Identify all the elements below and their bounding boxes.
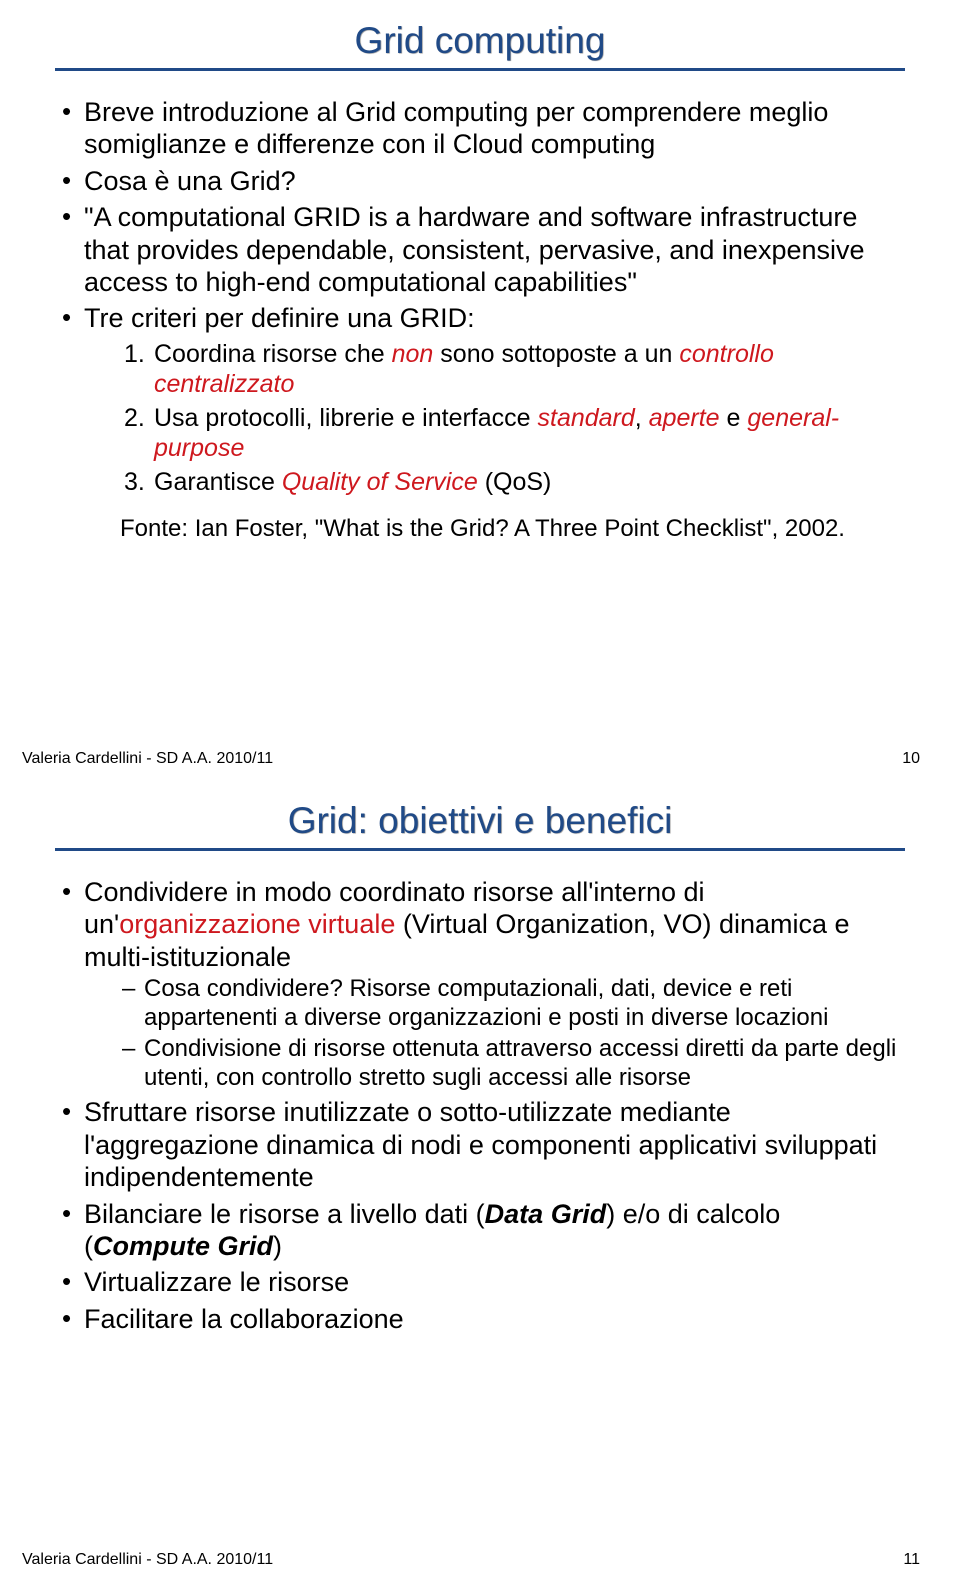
bullet-item: Breve introduzione al Grid computing per…	[60, 96, 905, 161]
numbered-item: Garantisce Quality of Service (QoS)	[124, 467, 905, 498]
bullet-item: Tre criteri per definire una GRID: Coord…	[60, 302, 905, 497]
text: sono sottoposte a un	[433, 340, 679, 368]
text-emphasis: aperte	[649, 404, 720, 432]
sub-item: Cosa condividere? Risorse computazionali…	[122, 975, 905, 1033]
text: Usa protocolli, librerie e interfacce	[154, 404, 538, 432]
sub-item: Condivisione di risorse ottenuta attrave…	[122, 1035, 905, 1093]
text-emphasis: Quality of Service	[282, 468, 478, 496]
numbered-list: Coordina risorse che non sono sottoposte…	[84, 339, 905, 498]
bullet-item: Condividere in modo coordinato risorse a…	[60, 876, 905, 1092]
text-emphasis: organizzazione virtuale	[119, 909, 395, 939]
page-number: 10	[902, 750, 920, 768]
bullet-item: "A computational GRID is a hardware and …	[60, 201, 905, 298]
bullet-item: Bilanciare le risorse a livello dati (Da…	[60, 1198, 905, 1263]
title-underline	[55, 848, 905, 851]
slide-grid-obiettivi: Grid: obiettivi e benefici Condividere i…	[0, 780, 960, 1581]
bullet-item: Virtualizzare le risorse	[60, 1266, 905, 1298]
slide-footer: Valeria Cardellini - SD A.A. 2010/11	[22, 750, 273, 768]
text-emphasis: non	[392, 340, 434, 368]
text-emphasis: standard	[538, 404, 635, 432]
bullet-item: Facilitare la collaborazione	[60, 1303, 905, 1335]
text: (QoS)	[478, 468, 552, 496]
slide-title: Grid computing	[55, 20, 905, 62]
slide-footer: Valeria Cardellini - SD A.A. 2010/11	[22, 1551, 273, 1569]
numbered-item: Coordina risorse che non sono sottoposte…	[124, 339, 905, 400]
text-emphasis: Data Grid	[485, 1199, 607, 1229]
slide-grid-computing: Grid computing Breve introduzione al Gri…	[0, 0, 960, 780]
sub-list: Cosa condividere? Risorse computazionali…	[84, 975, 905, 1092]
title-underline	[55, 68, 905, 71]
source-citation: Fonte: Ian Foster, "What is the Grid? A …	[55, 515, 905, 543]
bullet-list: Breve introduzione al Grid computing per…	[55, 96, 905, 497]
page-number: 11	[903, 1551, 920, 1569]
bullet-list: Condividere in modo coordinato risorse a…	[55, 876, 905, 1335]
text: e	[720, 404, 748, 432]
text: )	[273, 1231, 282, 1261]
bullet-item: Sfruttare risorse inutilizzate o sotto-u…	[60, 1096, 905, 1193]
text: Bilanciare le risorse a livello dati (	[84, 1199, 485, 1229]
text: Coordina risorse che	[154, 340, 392, 368]
slide-title: Grid: obiettivi e benefici	[55, 800, 905, 842]
bullet-text: Tre criteri per definire una GRID:	[84, 303, 475, 333]
numbered-item: Usa protocolli, librerie e interfacce st…	[124, 403, 905, 464]
bullet-item: Cosa è una Grid?	[60, 165, 905, 197]
text: Garantisce	[154, 468, 282, 496]
text: ,	[635, 404, 649, 432]
text-emphasis: Compute Grid	[93, 1231, 273, 1261]
